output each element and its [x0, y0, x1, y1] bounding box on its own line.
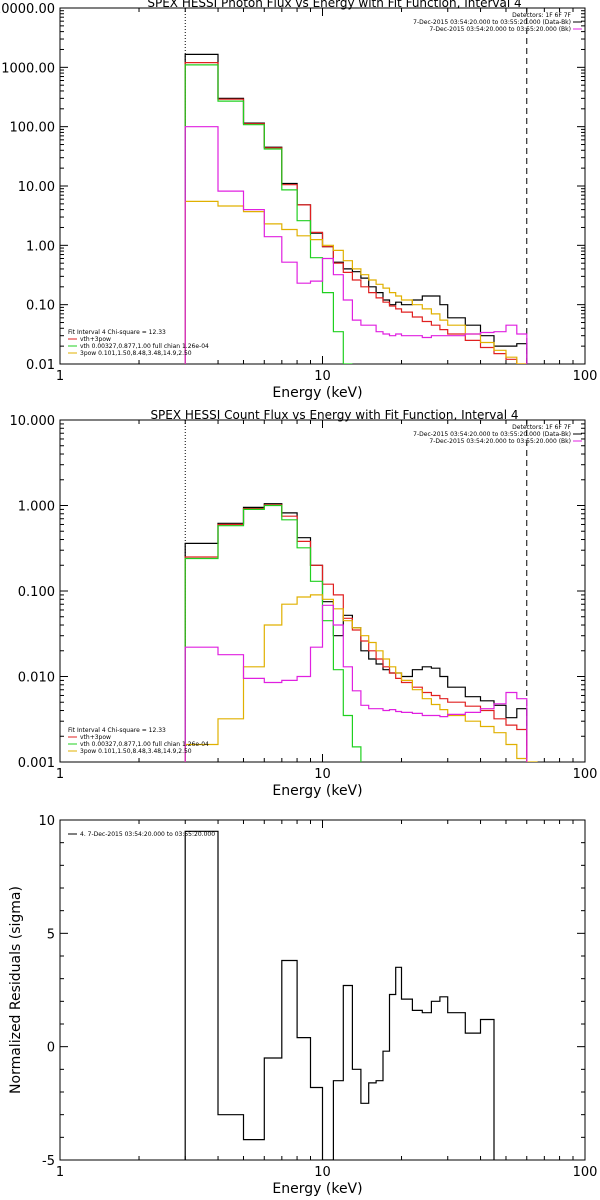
y-tick-label: 1.000: [18, 500, 55, 515]
x-tick-label: 100: [573, 767, 598, 782]
legend-entry: vth 0.00327,0.877,1.00 full chian 1.26e-…: [80, 741, 209, 748]
data-series-group: [184, 503, 538, 762]
y-tick-label: 0.001: [18, 756, 55, 771]
x-tick-label: 100: [573, 1165, 598, 1180]
series-4-line: [184, 200, 527, 364]
series-3-line: [184, 64, 353, 364]
series-2-line: [184, 504, 528, 762]
legend-entry: Fit Interval 4 Chi-square = 12.33: [68, 329, 166, 336]
series-1-line: [184, 53, 528, 364]
y-tick-label: 10: [38, 814, 55, 829]
x-tick-label: 1: [56, 767, 64, 782]
series-3-line: [184, 504, 362, 762]
header-line: Detectors: 1F 6F 7F: [512, 424, 571, 431]
legend-entry: vth+3pow: [80, 336, 111, 343]
x-tick-label: 1: [56, 369, 64, 384]
series-5-line: [184, 604, 528, 762]
legend-entry: vth+3pow: [80, 734, 111, 741]
y-tick-label: 5: [47, 927, 55, 942]
data-series-group: [184, 830, 495, 1160]
x-tick-label: 10: [314, 369, 331, 384]
y-tick-label: -5: [42, 1154, 55, 1169]
y-tick-label: 10.00: [18, 180, 55, 195]
header-line: 7-Dec-2015 03:54:20.000 to 03:55:20.000 …: [429, 438, 571, 445]
legend-entry: Fit Interval 4 Chi-square = 12.33: [68, 727, 166, 734]
plot-frame: [59, 7, 586, 365]
series-2-line: [184, 62, 527, 364]
x-axis-label: Energy (keV): [272, 1181, 362, 1197]
data-series-group: [184, 53, 528, 364]
y-tick-label: 100.00: [10, 121, 56, 136]
panel-1: 1 10 100 0.01 0.10 1.00 10.00 100.00 1000.00 1000…: [0, 0, 597, 401]
x-tick-label: 100: [573, 369, 598, 384]
legend-entry: 3pow 0.101,1.50,8.48,3.48,14.9,2.50: [80, 748, 192, 755]
x-axis-label: Energy (keV): [272, 783, 362, 799]
series-1-line: [184, 830, 495, 1160]
y-tick-label: 1000.00: [1, 61, 55, 76]
legend-entry: 3pow 0.101,1.50,8.48,3.48,14.9,2.50: [80, 350, 192, 357]
series-5-line: [184, 126, 528, 364]
header-line: 7-Dec-2015 03:54:20.000 to 03:55:20.000 …: [413, 19, 571, 26]
y-axis-label: Normalized Residuals (sigma): [8, 886, 24, 1094]
y-tick-label: 10000.00: [0, 2, 55, 17]
y-tick-label: 10.000: [10, 414, 56, 429]
panel-2: 1 10 100 0.001 0.010 0.100 1.000 10.000 SPEX HES…: [10, 408, 598, 799]
x-tick-label: 1: [56, 1165, 64, 1180]
header-line: Detectors: 1F 6F 7F: [512, 12, 571, 19]
legend-entry: vth 0.00327,0.877,1.00 full chian 1.26e-…: [80, 343, 209, 350]
header-line: 7-Dec-2015 03:54:20.000 to 03:55:20.000 …: [429, 26, 571, 33]
x-axis-label: Energy (keV): [272, 385, 362, 401]
y-tick-label: 0.010: [18, 671, 55, 686]
series-4-line: [184, 594, 538, 762]
y-tick-label: 0: [47, 1041, 55, 1056]
y-tick-label: 1.00: [26, 239, 55, 254]
chart-title: SPEX HESSI Count Flux vs Energy with Fit…: [150, 408, 518, 422]
y-tick-label: 0.01: [26, 358, 55, 373]
chart-title: SPEX HESSI Photon Flux vs Energy with Fi…: [147, 0, 521, 10]
x-tick-label: 10: [314, 1165, 331, 1180]
legend-entry: 4. 7-Dec-2015 03:54:20.000 to 03:55:20.0…: [80, 831, 215, 838]
header-line: 7-Dec-2015 03:54:20.000 to 03:55:20.000 …: [413, 431, 571, 438]
y-tick-label: 0.100: [18, 585, 55, 600]
y-tick-label: 0.10: [26, 299, 55, 314]
series-1-line: [184, 503, 528, 762]
x-tick-label: 10: [314, 767, 331, 782]
